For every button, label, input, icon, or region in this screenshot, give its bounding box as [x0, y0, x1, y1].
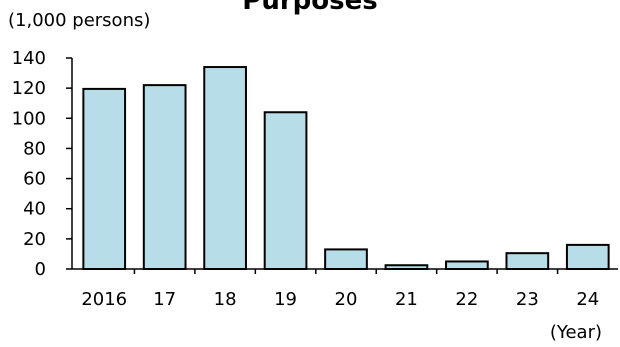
bar — [263, 111, 308, 270]
plot-area: 0 20 40 60 80 100 120 140 2016 17 18 19 20 21 22 23 24 — [12, 48, 618, 310]
y-tick-label: 20 — [23, 229, 46, 250]
x-tick-label: 20 — [335, 289, 358, 310]
y-axis-unit-label: (1,000 persons) — [8, 10, 150, 31]
bar — [142, 84, 187, 270]
y-tick-label: 120 — [12, 78, 46, 99]
x-tick-label: 18 — [214, 289, 237, 310]
bar — [203, 66, 247, 270]
x-tick-label: 21 — [395, 289, 418, 310]
bar — [505, 252, 550, 271]
x-tick-label: 22 — [455, 289, 478, 310]
bar — [565, 243, 610, 270]
chart-title: Purposes — [242, 0, 377, 16]
bar — [384, 264, 429, 271]
y-tick-label: 60 — [23, 169, 46, 190]
bar — [445, 260, 489, 271]
bar — [324, 248, 368, 271]
x-tick-label: 24 — [576, 289, 599, 310]
bar — [82, 87, 127, 271]
y-tick-label: 0 — [35, 259, 46, 280]
y-tick-label: 40 — [23, 199, 46, 220]
x-axis-unit-label: (Year) — [550, 322, 602, 343]
x-tick-label: 17 — [153, 289, 176, 310]
y-tick-label: 80 — [23, 138, 46, 159]
x-tick-label: 2016 — [81, 289, 127, 310]
x-tick-label: 23 — [516, 289, 539, 310]
x-tick-label: 19 — [274, 289, 297, 310]
y-tick-label: 140 — [12, 48, 46, 69]
y-tick-label: 100 — [12, 108, 46, 129]
